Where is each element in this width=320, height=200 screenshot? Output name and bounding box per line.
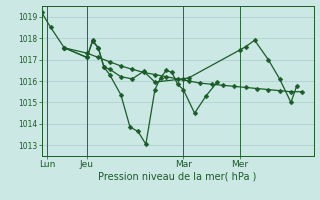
X-axis label: Pression niveau de la mer( hPa ): Pression niveau de la mer( hPa ) xyxy=(99,172,257,182)
